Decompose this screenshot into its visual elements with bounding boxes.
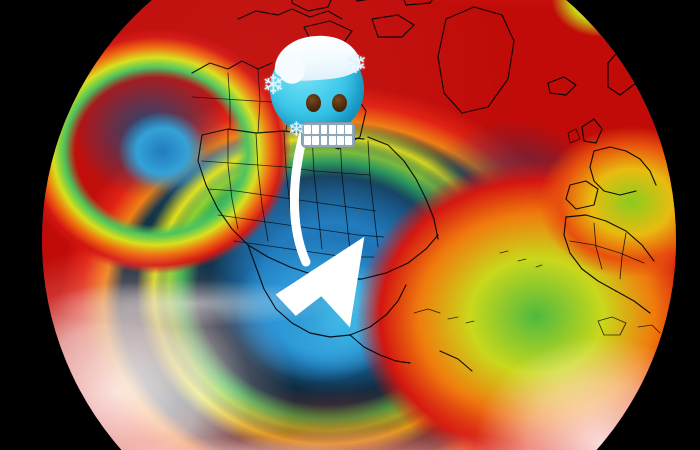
emoji-gritted-mouth	[301, 122, 355, 148]
earth-globe	[42, 0, 676, 450]
emoji-teeth	[304, 125, 352, 145]
emoji-left-eye	[306, 94, 321, 112]
emoji-right-eye	[332, 94, 347, 112]
snowflake-icon: ❄	[288, 119, 305, 141]
cold-face-emoji: ❄ ❄ ❄	[262, 28, 372, 148]
snowflake-icon: ❄	[344, 48, 368, 79]
snowflake-icon: ❄	[262, 70, 285, 100]
